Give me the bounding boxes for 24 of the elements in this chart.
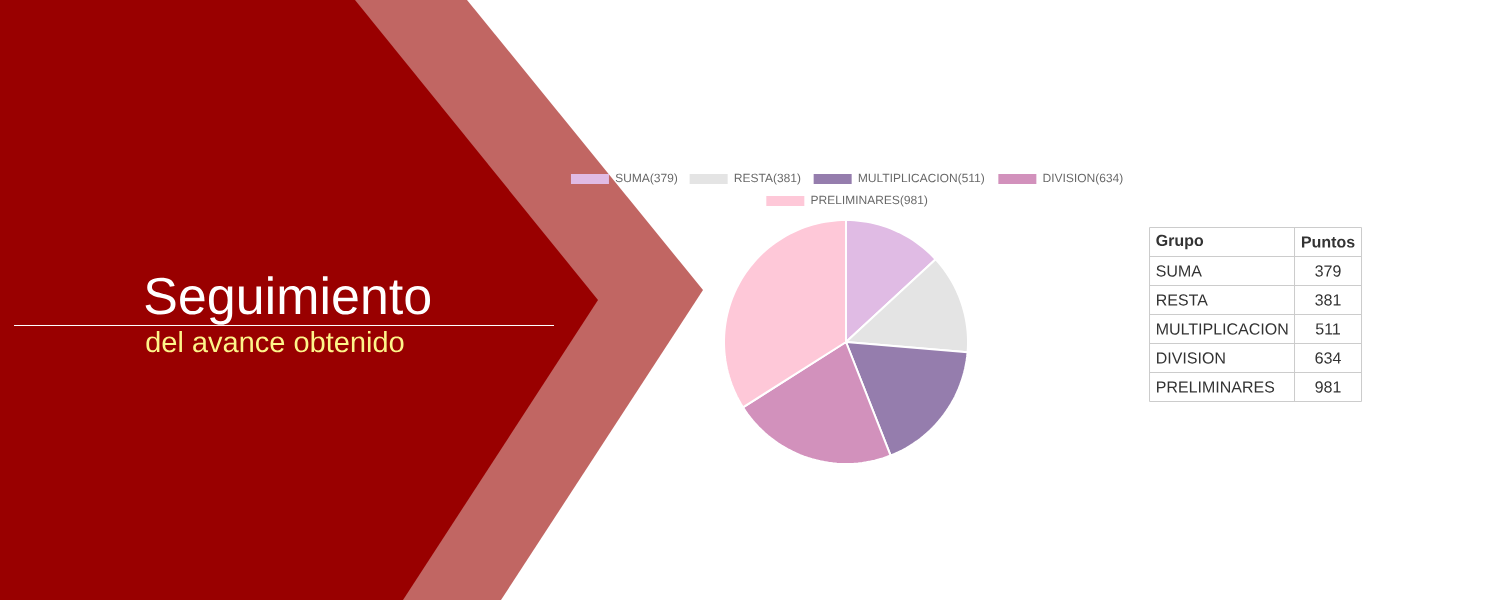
category-label: MULTIPLICACION [1157, 323, 1288, 335]
legend-label: DIVISION [1043, 173, 1095, 183]
legend-label: RESTA [734, 173, 773, 183]
category-label: SUMA [1156, 265, 1202, 277]
legend-label: PRELIMINARES [811, 195, 900, 205]
category-label: PRELIMINARES [1157, 381, 1275, 393]
category-label: RESTA [1157, 294, 1208, 306]
legend-label: SUMA [615, 173, 650, 183]
data-label: (379) [650, 173, 678, 185]
legend-label: MULTIPLICACION [858, 173, 957, 183]
data-label: 381 [1315, 294, 1341, 306]
data-label: 634 [1315, 352, 1341, 364]
text: Puntos [1301, 236, 1355, 248]
text: Seguimiento [145, 276, 431, 325]
data-label: (511) [958, 173, 985, 185]
text: Grupo [1156, 234, 1204, 250]
data-label: (634) [1095, 173, 1123, 185]
text: del avance obtenido [146, 330, 404, 353]
data-label: 981 [1315, 381, 1341, 393]
data-label: (381) [773, 173, 801, 185]
category-label: DIVISION [1157, 352, 1225, 364]
data-label: (981) [900, 195, 928, 207]
data-label: 511 [1315, 323, 1340, 335]
data-label: 379 [1315, 265, 1341, 277]
